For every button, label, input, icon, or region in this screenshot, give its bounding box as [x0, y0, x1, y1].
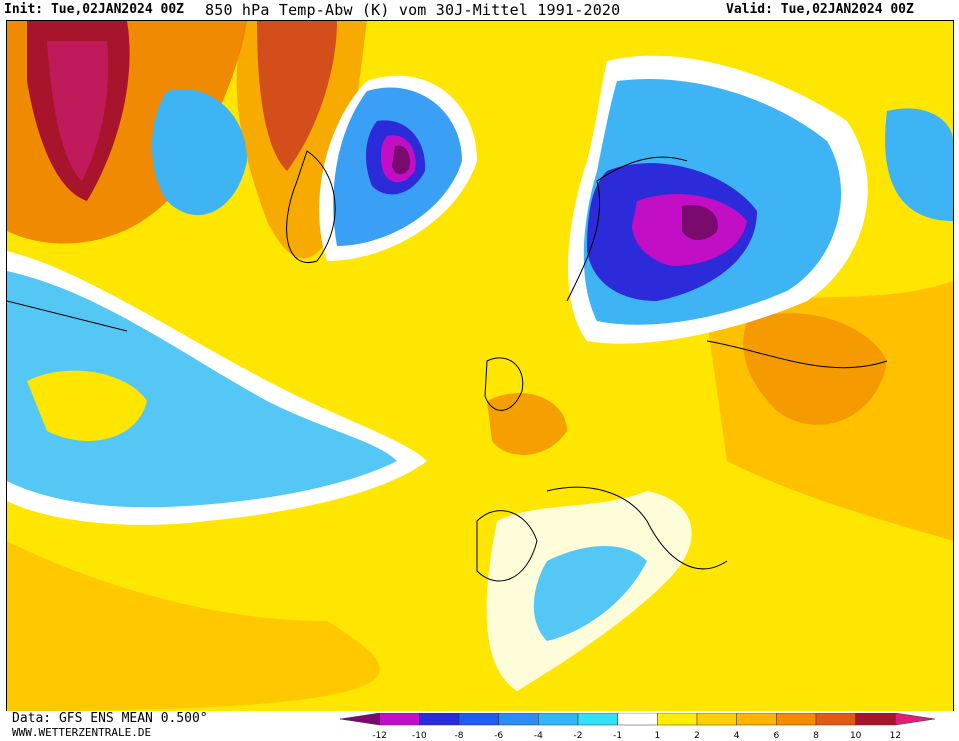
legend-tick-label: -6: [494, 731, 503, 739]
legend-tick-label: -1: [613, 731, 622, 739]
init-time-label: Init: Tue,02JAN2024 00Z: [4, 2, 185, 17]
map-title: 850 hPa Temp-Abw (K) vom 30J-Mittel 1991…: [205, 1, 621, 19]
anomaly-cold-arctic-east: [885, 108, 953, 221]
legend-swatch: [498, 713, 539, 726]
legend-swatch: [657, 713, 698, 726]
legend-swatch: [736, 713, 777, 726]
legend-tick-label: -4: [534, 731, 543, 739]
data-source-label: Data: GFS ENS MEAN 0.500°: [12, 711, 208, 726]
legend-swatch: [458, 713, 499, 726]
legend-swatch: [379, 713, 420, 726]
anomaly-cold-atlantic: [7, 271, 397, 508]
legend-swatch: [617, 713, 658, 726]
map-footer: Data: GFS ENS MEAN 0.500° WWW.WETTERZENT…: [0, 711, 959, 741]
legend-tick-label: 12: [890, 731, 901, 739]
temperature-anomaly-map: [6, 20, 954, 712]
legend-tick-label: 10: [850, 731, 862, 739]
coastlines: [7, 150, 888, 582]
legend-tick-label: -10: [412, 731, 427, 739]
website-label: WWW.WETTERZENTRALE.DE: [12, 726, 152, 739]
color-scale-legend: -12 -10 -8 -6 -4 -2 -1 1 2 4 6 8 10 12: [339, 713, 936, 739]
legend-tick-label: 8: [813, 731, 819, 739]
legend-tick-label: 1: [654, 731, 660, 739]
legend-swatch: [815, 713, 856, 726]
anomaly-warm-band-southwest: [7, 541, 380, 711]
anomaly-core-cold-greenland: [392, 145, 410, 175]
legend-tick-label: 4: [734, 731, 740, 739]
anomaly-extreme-canada: [47, 41, 109, 181]
anomaly-warm-pocket-atlantic: [27, 370, 147, 441]
valid-time-label: Valid: Tue,02JAN2024 00Z: [726, 2, 914, 17]
legend-tick-label: -12: [372, 731, 387, 739]
legend-swatch: [577, 713, 618, 726]
anomaly-core-cold-scandinavia: [682, 205, 718, 240]
legend-tick-label: -8: [455, 731, 464, 739]
anomaly-warm-core-russia: [743, 313, 887, 425]
anomaly-cold-hudson: [152, 89, 247, 216]
legend-tick-label: 2: [694, 731, 700, 739]
legend-swatch: [776, 713, 817, 726]
map-header: Init: Tue,02JAN2024 00Z 850 hPa Temp-Abw…: [0, 0, 959, 20]
legend-swatch: [538, 713, 579, 726]
legend-tick-label: 6: [773, 731, 779, 739]
legend-tick-label: -2: [574, 731, 583, 739]
legend-swatch: [855, 713, 896, 726]
legend-swatch: [419, 713, 460, 726]
legend-swatch: [339, 713, 380, 726]
legend-swatch: [696, 713, 737, 726]
anomaly-cold-mediterranean: [533, 546, 647, 641]
legend-swatch: [895, 713, 936, 726]
anomaly-warm-britain: [487, 392, 567, 455]
